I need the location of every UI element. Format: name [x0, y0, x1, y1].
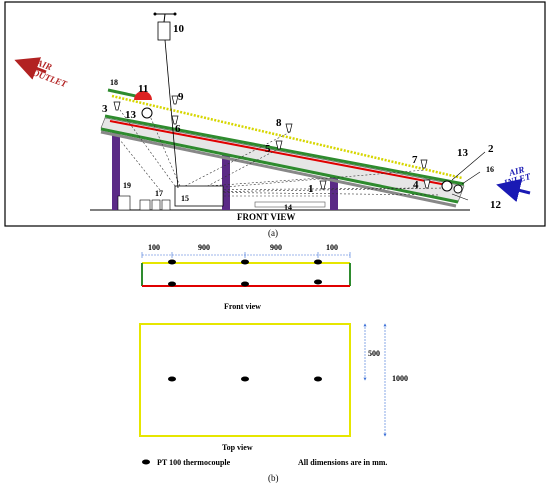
component-14-bar: [254, 201, 326, 208]
dim-ticks: [141, 252, 351, 258]
support-leg-2: [222, 150, 230, 210]
pt100-sensor-icon: [168, 281, 176, 287]
air-outlet-arrow: [14, 57, 47, 80]
data-logger-box: [174, 185, 224, 207]
pt100-sensor-icon: [314, 376, 322, 382]
instrument-mast: [164, 39, 179, 189]
anemometer-cup-right: [173, 12, 177, 16]
pt100-sensor-icon: [142, 459, 150, 465]
anemometer-cup-left: [153, 12, 157, 16]
air-inlet-arrow: [496, 178, 531, 203]
label-11: 11: [138, 83, 148, 95]
air-inlet-label-1: AIR: [507, 164, 526, 178]
fan-13-left: [141, 107, 153, 119]
blower-fan-icon: [134, 91, 152, 100]
dimensions-note: All dimensions are in mm.: [298, 458, 387, 467]
label-12: 12: [490, 199, 502, 211]
fan-inlet: [453, 184, 463, 194]
pyranometer-box: [157, 21, 171, 41]
front-view-title: FRONT VIEW: [237, 212, 295, 222]
thermocouple-probe-icon: [171, 95, 179, 105]
pt100-sensor-icon: [168, 376, 176, 382]
caption-b: (b): [268, 473, 279, 483]
thermocouple-probe-icon: [319, 180, 327, 190]
thermocouple-probe-icon: [285, 123, 293, 133]
pt100-sensor-icon: [314, 279, 322, 285]
component-17-box-a: [139, 199, 151, 211]
label-13-right: 13: [457, 147, 469, 159]
label-17: 17: [155, 189, 163, 198]
fan-13-right: [441, 180, 453, 192]
component-17-box-b: [151, 199, 161, 211]
leader-lines: [451, 151, 486, 201]
label-14: 14: [284, 203, 292, 212]
anemometer-post: [163, 13, 166, 23]
front-view-label: Front view: [224, 302, 261, 311]
label-1: 1: [308, 183, 314, 195]
pt100-sensor-icon: [314, 259, 322, 265]
pt100-sensors-front: [168, 259, 322, 287]
thermocouple-probe-icon: [423, 179, 431, 189]
front-view-figure: AIR OUTLET AIR INLET 1 2 3 4 5 6 7 8 9 1…: [4, 1, 546, 227]
label-13-left: 13: [125, 109, 137, 121]
dim-500-label: 500: [368, 349, 380, 358]
label-8: 8: [276, 117, 282, 129]
absorber-red-line: [109, 120, 453, 187]
pt100-sensor-icon: [241, 376, 249, 382]
component-numbers: 1 2 3 4 5 6 7 8 9 10 11 12 13 13 14 15 1…: [102, 23, 502, 212]
thermocouple-probe-icon: [113, 101, 121, 111]
component-17-box-c: [161, 199, 171, 211]
label-19: 19: [123, 181, 131, 190]
label-18: 18: [110, 78, 118, 87]
label-10: 10: [173, 23, 185, 35]
caption-a: (a): [268, 228, 278, 238]
pt100-sensor-icon: [241, 259, 249, 265]
pt100-sensors-top: [168, 376, 322, 382]
top-view-rectangle: [139, 323, 351, 437]
label-16: 16: [486, 165, 494, 174]
label-15: 15: [181, 194, 189, 203]
panel-green-top: [104, 114, 465, 186]
label-5: 5: [265, 143, 271, 155]
dim-1000-label: 1000: [392, 374, 408, 383]
label-7: 7: [412, 154, 418, 166]
thermocouple-probe-icon: [420, 159, 428, 169]
dim-900-left: 900: [198, 243, 210, 252]
panel-gray-base: [100, 130, 457, 208]
label-9: 9: [178, 91, 184, 103]
legend-label: PT 100 thermocouple: [157, 458, 231, 467]
support-leg-3: [330, 175, 338, 210]
dim-900-right: 900: [270, 243, 282, 252]
top-view-label: Top view: [222, 443, 253, 452]
glass-cover-yellow: [111, 94, 463, 180]
dim-100-left: 100: [148, 243, 160, 252]
label-3: 3: [102, 103, 108, 115]
figure-a-border: [4, 1, 546, 227]
thermocouple-probes: [113, 95, 431, 190]
thermocouple-probe-icon: [171, 115, 179, 125]
pt100-sensor-icon: [241, 281, 249, 287]
label-6: 6: [175, 123, 181, 135]
support-leg-1: [112, 122, 120, 210]
dimension-drawing: 100 900 900 100 Front view 500 1000: [139, 243, 408, 467]
label-2: 2: [488, 143, 494, 155]
label-4: 4: [413, 179, 419, 191]
pt100-sensor-icon: [168, 259, 176, 265]
dim-100-right: 100: [326, 243, 338, 252]
thermocouple-probe-icon: [275, 140, 283, 150]
component-19-box: [117, 195, 131, 211]
